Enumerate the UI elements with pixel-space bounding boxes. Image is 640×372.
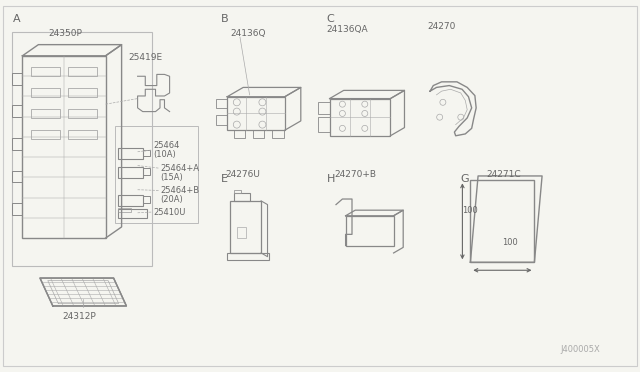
Text: 24270+B: 24270+B — [334, 170, 376, 179]
Text: 25464+B: 25464+B — [160, 186, 199, 195]
Text: 100: 100 — [462, 206, 478, 215]
Text: 24270: 24270 — [428, 22, 456, 31]
Bar — [234, 193, 250, 201]
Bar — [68, 67, 97, 76]
Bar — [118, 167, 143, 178]
Bar — [118, 208, 131, 212]
Bar — [230, 201, 261, 253]
Bar — [31, 109, 60, 118]
Text: B: B — [221, 14, 228, 23]
Bar — [234, 190, 241, 193]
Bar — [68, 130, 97, 139]
Bar — [68, 88, 97, 97]
Bar — [12, 73, 22, 85]
Bar — [237, 227, 246, 238]
Bar — [68, 109, 97, 118]
Text: 24136Q: 24136Q — [230, 29, 266, 38]
Text: 100: 100 — [502, 238, 518, 247]
Bar — [12, 203, 22, 215]
Text: 24276U: 24276U — [225, 170, 260, 179]
Text: J400005X: J400005X — [560, 345, 600, 354]
Text: 24350P: 24350P — [48, 29, 82, 38]
Text: 25410U: 25410U — [154, 208, 186, 217]
Bar — [22, 56, 106, 238]
Bar — [318, 102, 330, 114]
Text: (20A): (20A) — [160, 195, 183, 204]
Text: 24312P: 24312P — [63, 312, 97, 321]
Bar — [346, 216, 394, 246]
Bar — [115, 126, 198, 223]
Bar — [12, 170, 22, 183]
Text: 24271C: 24271C — [486, 170, 521, 179]
Bar — [31, 67, 60, 76]
Bar — [118, 148, 143, 159]
Bar — [318, 117, 330, 132]
Bar — [143, 168, 150, 175]
Bar — [118, 195, 143, 206]
Bar — [253, 130, 264, 138]
Text: H: H — [326, 174, 335, 183]
Bar — [227, 97, 285, 130]
Bar — [12, 106, 22, 118]
Text: (15A): (15A) — [160, 173, 183, 182]
Bar — [31, 88, 60, 97]
Text: A: A — [13, 14, 20, 23]
Text: 25464: 25464 — [154, 141, 180, 150]
Bar — [272, 130, 284, 138]
Bar — [143, 196, 150, 203]
Bar — [470, 180, 534, 262]
Bar — [31, 130, 60, 139]
Bar — [216, 99, 227, 108]
Bar — [118, 209, 147, 218]
Bar — [234, 130, 245, 138]
Text: (10A): (10A) — [154, 150, 177, 159]
Bar — [12, 32, 152, 266]
Text: C: C — [326, 14, 334, 23]
Bar — [12, 138, 22, 150]
Text: E: E — [221, 174, 228, 183]
Text: G: G — [461, 174, 469, 183]
Text: 24136QA: 24136QA — [326, 25, 368, 34]
Text: 25464+A: 25464+A — [160, 164, 199, 173]
Text: 25419E: 25419E — [128, 53, 162, 62]
Bar — [227, 253, 269, 260]
Bar — [330, 99, 390, 136]
Bar — [216, 115, 227, 125]
Bar — [143, 150, 150, 156]
